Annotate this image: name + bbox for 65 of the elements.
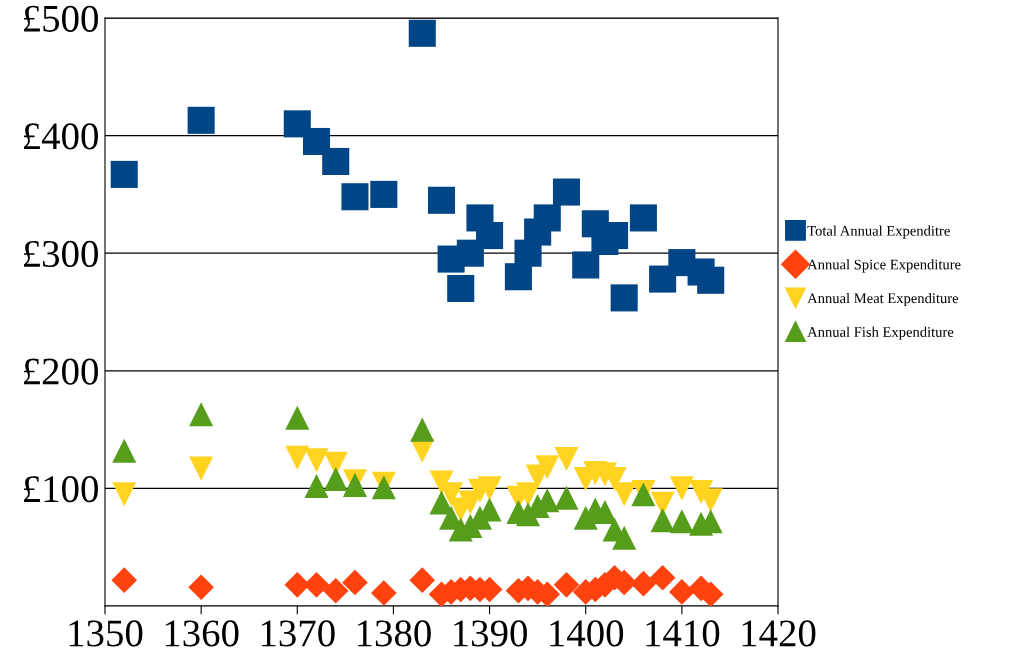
point [342,569,368,596]
y-tick-label: £500 [23,5,98,32]
point [669,509,694,534]
point [553,572,580,598]
point [552,178,581,206]
point [302,127,331,156]
point [612,482,637,507]
point [554,446,579,472]
point [323,466,348,492]
point [189,402,214,427]
point [477,476,502,501]
point [112,482,137,507]
x-tick-label: 1350 [69,620,143,647]
point [535,455,560,480]
y-tick-label: £400 [23,123,98,150]
point [371,580,397,606]
point [304,474,329,499]
point [304,448,329,473]
x-tick-label: 1390 [454,620,527,647]
point [410,417,435,442]
point [649,564,676,591]
point [322,577,349,604]
point [187,106,215,134]
point [303,572,330,598]
point [285,445,310,470]
x-tick-label: 1380 [357,620,431,647]
x-tick-label: 1370 [261,620,335,647]
x-tick-label: 1410 [646,620,720,647]
x-tick-label: 1400 [550,620,624,647]
legend-label: Total Annual Expenditre [807,225,950,239]
point [322,147,350,176]
point [572,251,600,279]
point [669,579,695,605]
legend-label: Annual Fish Expenditure [807,326,954,340]
y-tick-label: £300 [23,240,98,268]
y-tick-label: £100 [23,476,98,503]
point [189,456,214,481]
point [592,499,617,524]
point [408,19,436,47]
point [285,405,310,430]
legend-label: Annual Spice Expenditure [807,259,961,273]
y-tick-label: £200 [23,358,98,385]
point [533,204,561,232]
point [447,274,475,303]
point [188,574,214,600]
point [554,485,579,510]
point [110,160,138,188]
point [341,183,369,211]
x-tick-label: 1420 [742,620,816,647]
point [650,508,675,533]
point [370,180,398,208]
point [630,570,657,597]
point [427,186,456,214]
point [112,438,137,463]
point [629,204,657,232]
point [697,266,725,294]
point [476,222,504,250]
legend-label: Annual Meat Expenditure [807,292,959,307]
point [504,263,532,291]
point [111,567,138,593]
point [612,525,637,550]
point [409,567,436,593]
x-tick-label: 1360 [165,620,239,647]
point [610,284,638,312]
point [669,476,694,501]
